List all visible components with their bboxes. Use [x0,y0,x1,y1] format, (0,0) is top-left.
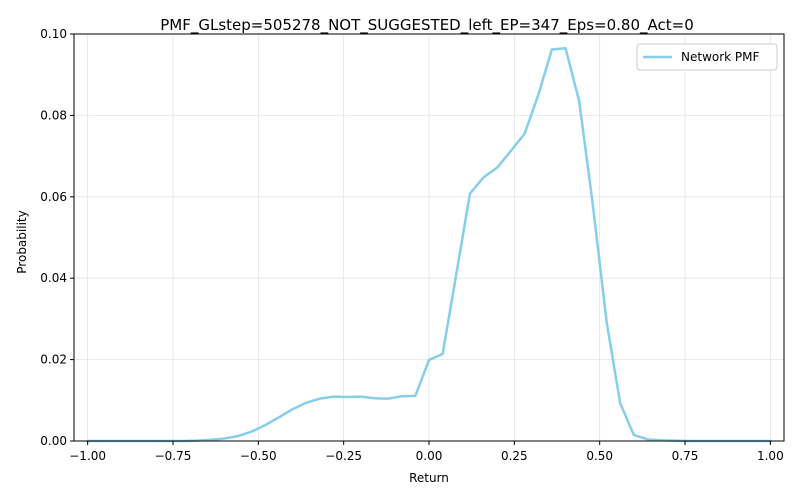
x-tick-label: −1.00 [69,449,106,463]
y-tick-label: 0.00 [40,434,67,448]
y-tick-label: 0.10 [40,27,67,41]
x-tick-label: 0.50 [586,449,613,463]
x-tick-label: 1.00 [757,449,784,463]
x-tick-label: −0.50 [240,449,277,463]
x-axis-ticks: −1.00 −0.75 −0.50 −0.25 0.00 0.25 0.50 0.75 1.00 [69,441,784,463]
x-tick-label: 0.25 [501,449,528,463]
chart-title: PMF_GLstep=505278_NOT_SUGGESTED_left_EP=… [160,16,694,35]
legend: Network PMF [636,43,778,71]
y-tick-label: 0.04 [40,271,67,285]
y-axis-label: Probability [15,210,29,273]
series-line-network-pmf [86,47,772,443]
x-tick-label: −0.25 [325,449,362,463]
series-layer [86,47,772,443]
y-axis-ticks: 0.00 0.02 0.04 0.06 0.08 0.10 [40,27,74,448]
legend-label: Network PMF [681,50,760,64]
x-tick-label: 0.75 [672,449,699,463]
legend-box [636,43,778,71]
x-axis-label: Return [409,471,449,485]
x-tick-label: −0.75 [155,449,192,463]
y-tick-label: 0.06 [40,190,67,204]
x-tick-label: 0.00 [416,449,443,463]
y-tick-label: 0.02 [40,353,67,367]
y-tick-label: 0.08 [40,108,67,122]
grid [74,33,784,442]
